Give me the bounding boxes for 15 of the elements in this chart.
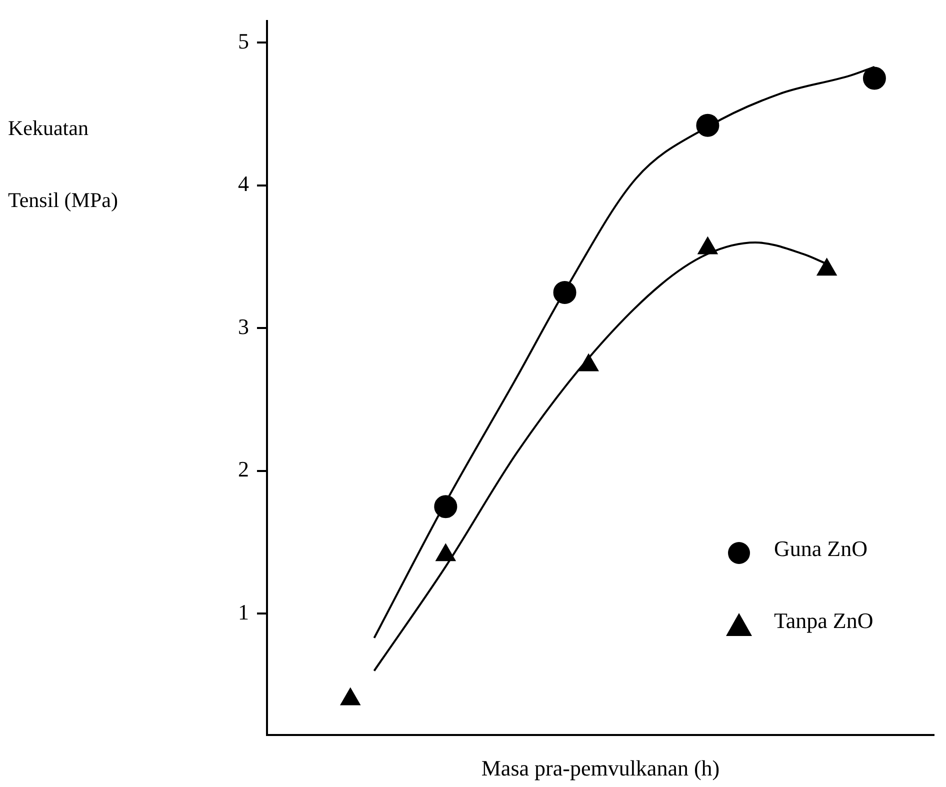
point (578, 354, 599, 372)
legend-label: Guna ZnO (774, 536, 868, 561)
y-tick-label: 2 (238, 456, 249, 482)
text: Kekuatan Tensil (MPa) (8, 116, 118, 212)
y-tick-label: 3 (238, 314, 249, 339)
y-tick-label: 5 (238, 28, 249, 54)
x-axis-title: Masa pra-pemvulkanan (h) (481, 756, 720, 781)
point (553, 280, 576, 304)
point (696, 114, 720, 137)
point (340, 688, 360, 706)
point (862, 66, 886, 90)
y-tick-label: 4 (238, 171, 249, 196)
y-tick-label: 1 (238, 599, 249, 624)
legend-label: Tanpa ZnO (774, 608, 874, 633)
point (436, 544, 456, 562)
